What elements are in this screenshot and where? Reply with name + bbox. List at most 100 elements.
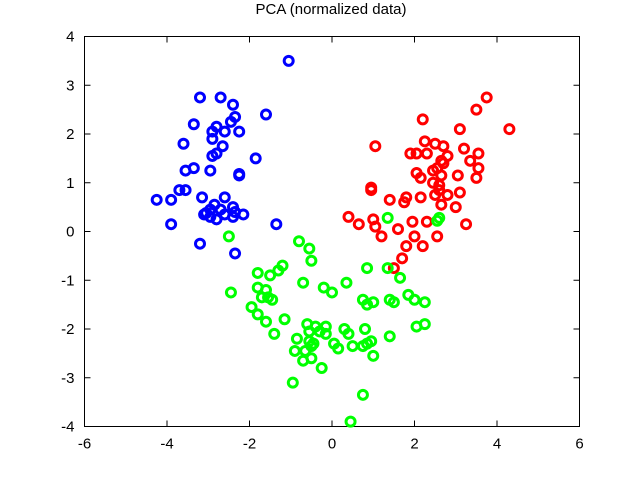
chart-title: PCA (normalized data) xyxy=(256,1,407,18)
data-point xyxy=(418,318,431,331)
data-point xyxy=(470,103,483,116)
data-point xyxy=(206,132,219,145)
data-point xyxy=(245,301,258,314)
y-tick-label: -3 xyxy=(61,370,74,387)
data-point xyxy=(206,125,219,138)
data-point xyxy=(365,335,378,348)
data-point xyxy=(305,254,318,267)
data-point xyxy=(427,176,440,189)
data-point xyxy=(435,198,448,211)
data-point xyxy=(404,147,417,160)
y-tick-label: 1 xyxy=(66,175,74,192)
data-point xyxy=(361,298,374,311)
data-point xyxy=(270,218,283,231)
data-point xyxy=(431,230,444,243)
data-point xyxy=(326,286,338,299)
data-point xyxy=(383,193,396,206)
data-point xyxy=(204,164,217,177)
data-point xyxy=(435,169,448,182)
data-point xyxy=(416,113,429,126)
data-point xyxy=(196,191,209,204)
data-point xyxy=(319,327,332,340)
data-point xyxy=(414,191,427,204)
y-tick-label: -2 xyxy=(61,321,74,338)
data-point xyxy=(367,296,380,309)
data-point xyxy=(313,325,326,338)
data-point xyxy=(173,184,186,197)
data-point xyxy=(383,293,396,306)
data-point xyxy=(451,169,464,182)
data-point xyxy=(227,210,239,223)
plot-frame xyxy=(84,36,580,427)
data-point xyxy=(165,218,178,231)
data-point xyxy=(290,332,303,345)
x-tick-label: -4 xyxy=(160,436,173,453)
axis-ticks xyxy=(84,36,580,427)
data-point xyxy=(420,215,433,228)
data-point xyxy=(278,313,291,326)
data-point xyxy=(233,167,246,180)
data-point xyxy=(297,276,310,289)
data-point xyxy=(293,235,305,248)
data-point xyxy=(260,315,272,328)
data-point xyxy=(303,242,316,255)
x-tick-label: 6 xyxy=(575,436,583,453)
y-tick-label: -4 xyxy=(61,419,74,436)
data-point xyxy=(427,164,440,177)
x-tick-label: 4 xyxy=(493,436,501,453)
data-point xyxy=(375,230,388,243)
data-point xyxy=(394,271,407,284)
data-point xyxy=(177,137,190,150)
y-tick-label: 0 xyxy=(66,224,74,241)
data-point xyxy=(453,123,466,136)
data-point xyxy=(210,213,223,226)
data-point xyxy=(352,218,365,231)
data-point xyxy=(262,291,275,304)
data-point xyxy=(406,215,419,228)
data-point xyxy=(387,262,400,275)
data-point xyxy=(260,108,272,121)
data-point xyxy=(216,140,229,153)
data-point xyxy=(187,118,200,131)
data-point xyxy=(408,293,421,306)
y-tick-label: -1 xyxy=(61,272,74,289)
data-point xyxy=(361,262,374,275)
data-point xyxy=(264,269,277,282)
data-point xyxy=(218,191,231,204)
y-tick-label: 2 xyxy=(66,126,74,143)
x-tick-label: 2 xyxy=(410,436,418,453)
data-points xyxy=(150,54,516,428)
data-point xyxy=(251,308,264,321)
data-point xyxy=(453,186,466,199)
x-tick-label: -6 xyxy=(78,436,91,453)
data-point xyxy=(224,115,237,128)
y-tick-label: 3 xyxy=(66,77,74,94)
data-point xyxy=(464,154,477,167)
series-0 xyxy=(150,54,295,260)
x-tick-label: -2 xyxy=(243,436,256,453)
data-point xyxy=(369,140,382,153)
data-point xyxy=(392,223,404,236)
data-point xyxy=(503,123,516,136)
data-point xyxy=(458,142,470,155)
data-point xyxy=(381,262,394,275)
data-point xyxy=(224,286,237,299)
data-point xyxy=(150,193,163,206)
data-point xyxy=(365,184,378,197)
data-point xyxy=(251,266,264,279)
data-point xyxy=(268,327,281,340)
data-point xyxy=(346,340,359,353)
data-point xyxy=(460,218,473,231)
series-1 xyxy=(342,91,516,275)
series-2 xyxy=(222,211,446,428)
data-point xyxy=(400,240,413,253)
data-point xyxy=(194,91,206,104)
data-point xyxy=(400,191,413,204)
data-point xyxy=(340,276,353,289)
data-point xyxy=(255,291,268,304)
data-point xyxy=(470,171,483,184)
data-point xyxy=(286,376,299,389)
data-point xyxy=(418,135,431,148)
data-point xyxy=(356,388,369,401)
data-point xyxy=(416,240,429,253)
